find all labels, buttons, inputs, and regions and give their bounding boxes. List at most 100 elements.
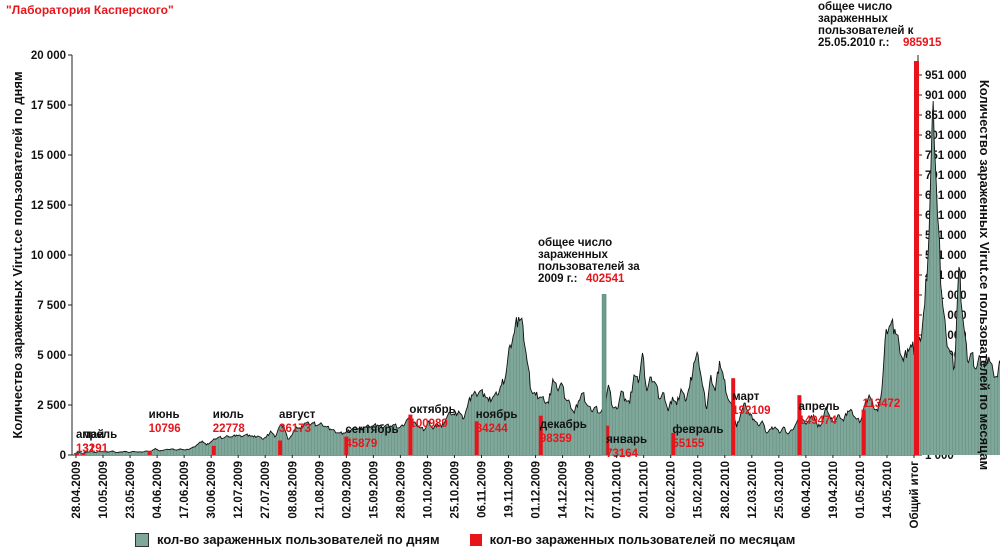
right-tick-label: 801 000 <box>925 130 967 142</box>
x-tick-label: 28.09.2009 <box>395 461 407 519</box>
total-2009-value: 402541 <box>586 273 625 285</box>
x-tick-label: 25.03.2010 <box>774 461 786 519</box>
monthly-bar-4 <box>211 445 216 455</box>
x-tick-label: 10.05.2009 <box>98 461 110 519</box>
month-value-label: 149474 <box>798 415 837 427</box>
left-tick-label: 15 000 <box>31 150 66 162</box>
x-tick-label: 07.01.2010 <box>612 461 624 519</box>
total-2009-text: пользователей за <box>538 261 640 273</box>
legend-daily: кол-во зараженных пользователей по дням <box>135 532 440 547</box>
legend: кол-во зараженных пользователей по дням … <box>135 532 825 547</box>
x-tick-label: 28.02.2010 <box>720 461 732 519</box>
right-tick-label: 851 000 <box>925 110 967 122</box>
monthly-bar-8 <box>474 421 479 455</box>
monthly-bar-13 <box>797 395 802 455</box>
month-name-label: июнь <box>149 409 180 421</box>
left-tick-label: 7 500 <box>37 300 66 312</box>
x-tick-label: 14.12.2009 <box>558 461 570 519</box>
monthly-bar-14 <box>861 409 866 455</box>
month-name-label: ноябрь <box>476 409 518 421</box>
monthly-bar-1 <box>75 453 79 455</box>
total-2009-text: зараженных <box>538 249 608 261</box>
monthly-bar-5 <box>278 440 283 455</box>
x-tick-label: 27.07.2009 <box>260 461 272 519</box>
left-tick-label: 17 500 <box>31 100 66 112</box>
legend-daily-label: кол-во зараженных пользователей по дням <box>157 532 440 547</box>
month-name-label: июль <box>213 409 244 421</box>
x-tick-label: 08.08.2009 <box>287 461 299 519</box>
x-tick-label: 02.02.2010 <box>666 461 678 519</box>
right-tick-label: 901 000 <box>925 90 967 102</box>
x-tick-label: 06.04.2010 <box>801 461 813 519</box>
month-name-label: апрель <box>798 401 839 413</box>
monthly-bar-12 <box>731 378 736 455</box>
monthly-bar-3 <box>147 450 152 455</box>
left-tick-label: 0 <box>60 450 66 462</box>
month-value-label: 100989 <box>409 418 447 430</box>
right-axis-title: Количество зараженных Virut.ce пользоват… <box>977 80 992 470</box>
x-tick-label: 12.03.2010 <box>747 461 759 519</box>
month-value-label: 98359 <box>540 433 572 445</box>
x-tick-label: 14.05.2010 <box>882 461 894 519</box>
month-value-label: 73164 <box>606 448 639 460</box>
x-tick-label: 15.02.2010 <box>693 461 705 519</box>
x-tick-label: 19.11.2009 <box>504 461 516 518</box>
total-2009-text: общее число <box>538 237 612 249</box>
daily-line <box>73 100 1000 455</box>
month-value-label: 36173 <box>279 423 311 435</box>
month-name-label: февраль <box>672 424 723 436</box>
total-2010-text: зараженных <box>818 13 888 25</box>
month-name-label: март <box>732 391 760 403</box>
total-2010-text: пользователей к <box>818 25 914 37</box>
x-tick-label: 10.10.2009 <box>422 461 434 519</box>
x-tick-label: Общий итог <box>909 461 921 529</box>
monthly-bar-7 <box>408 414 413 455</box>
month-value-label: 55155 <box>672 438 705 450</box>
monthly-bar-11 <box>671 432 676 455</box>
total-2009-bar <box>601 294 607 456</box>
overall-total-bar <box>914 61 919 456</box>
legend-daily-swatch <box>135 532 149 547</box>
x-tick-label: 25.10.2009 <box>449 461 461 519</box>
month-name-label: сентябрь <box>345 424 398 436</box>
legend-monthly: кол-во зараженных пользователей по месяц… <box>469 532 796 547</box>
x-tick-label: 01.05.2010 <box>855 461 867 519</box>
x-tick-label: 28.04.2009 <box>71 461 83 519</box>
x-tick-label: 19.04.2010 <box>828 461 840 519</box>
month-name-label: октябрь <box>409 404 455 416</box>
x-tick-label: 15.09.2009 <box>368 461 380 519</box>
x-tick-label: 02.09.2009 <box>341 461 353 519</box>
legend-monthly-label: кол-во зараженных пользователей по месяц… <box>489 532 796 547</box>
left-tick-label: 20 000 <box>31 50 66 62</box>
total-2010-text: общее число <box>818 1 892 13</box>
month-value-label: 45879 <box>345 438 377 450</box>
source-label: "Лаборатория Касперского" <box>6 3 174 17</box>
left-tick-label: 12 500 <box>31 200 66 212</box>
x-tick-label: 20.01.2010 <box>639 461 651 519</box>
monthly-bar-10 <box>605 425 610 455</box>
month-name-label: январь <box>606 434 647 446</box>
monthly-bar-6 <box>344 436 349 455</box>
left-tick-label: 5 000 <box>37 350 66 362</box>
monthly-bar-9 <box>538 415 543 455</box>
left-axis-title: Количество зараженных Virut.ce пользоват… <box>10 71 25 438</box>
total-2010-text: 25.05.2010 г.: <box>818 37 889 49</box>
month-name-label: декабрь <box>540 419 587 431</box>
monthly-bar-2 <box>81 453 86 455</box>
x-tick-label: 12.07.2009 <box>233 461 245 519</box>
total-2010-value: 985915 <box>903 37 942 49</box>
x-tick-label: 27.12.2009 <box>585 461 597 519</box>
month-name-label: август <box>279 409 316 421</box>
month-value-label: 192109 <box>732 405 770 417</box>
month-value-label: 22778 <box>213 423 246 435</box>
right-tick-label: 951 000 <box>925 70 967 82</box>
month-value-label: 10796 <box>149 423 181 435</box>
month-value-label: 113472 <box>863 398 901 410</box>
daily-area <box>74 101 1000 455</box>
total-2009-text: 2009 г.: <box>538 273 577 285</box>
x-tick-label: 01.12.2009 <box>531 461 543 519</box>
month-value-label: 132 <box>76 443 95 455</box>
month-name-label: апрель <box>76 429 117 441</box>
left-tick-label: 10 000 <box>31 250 66 262</box>
